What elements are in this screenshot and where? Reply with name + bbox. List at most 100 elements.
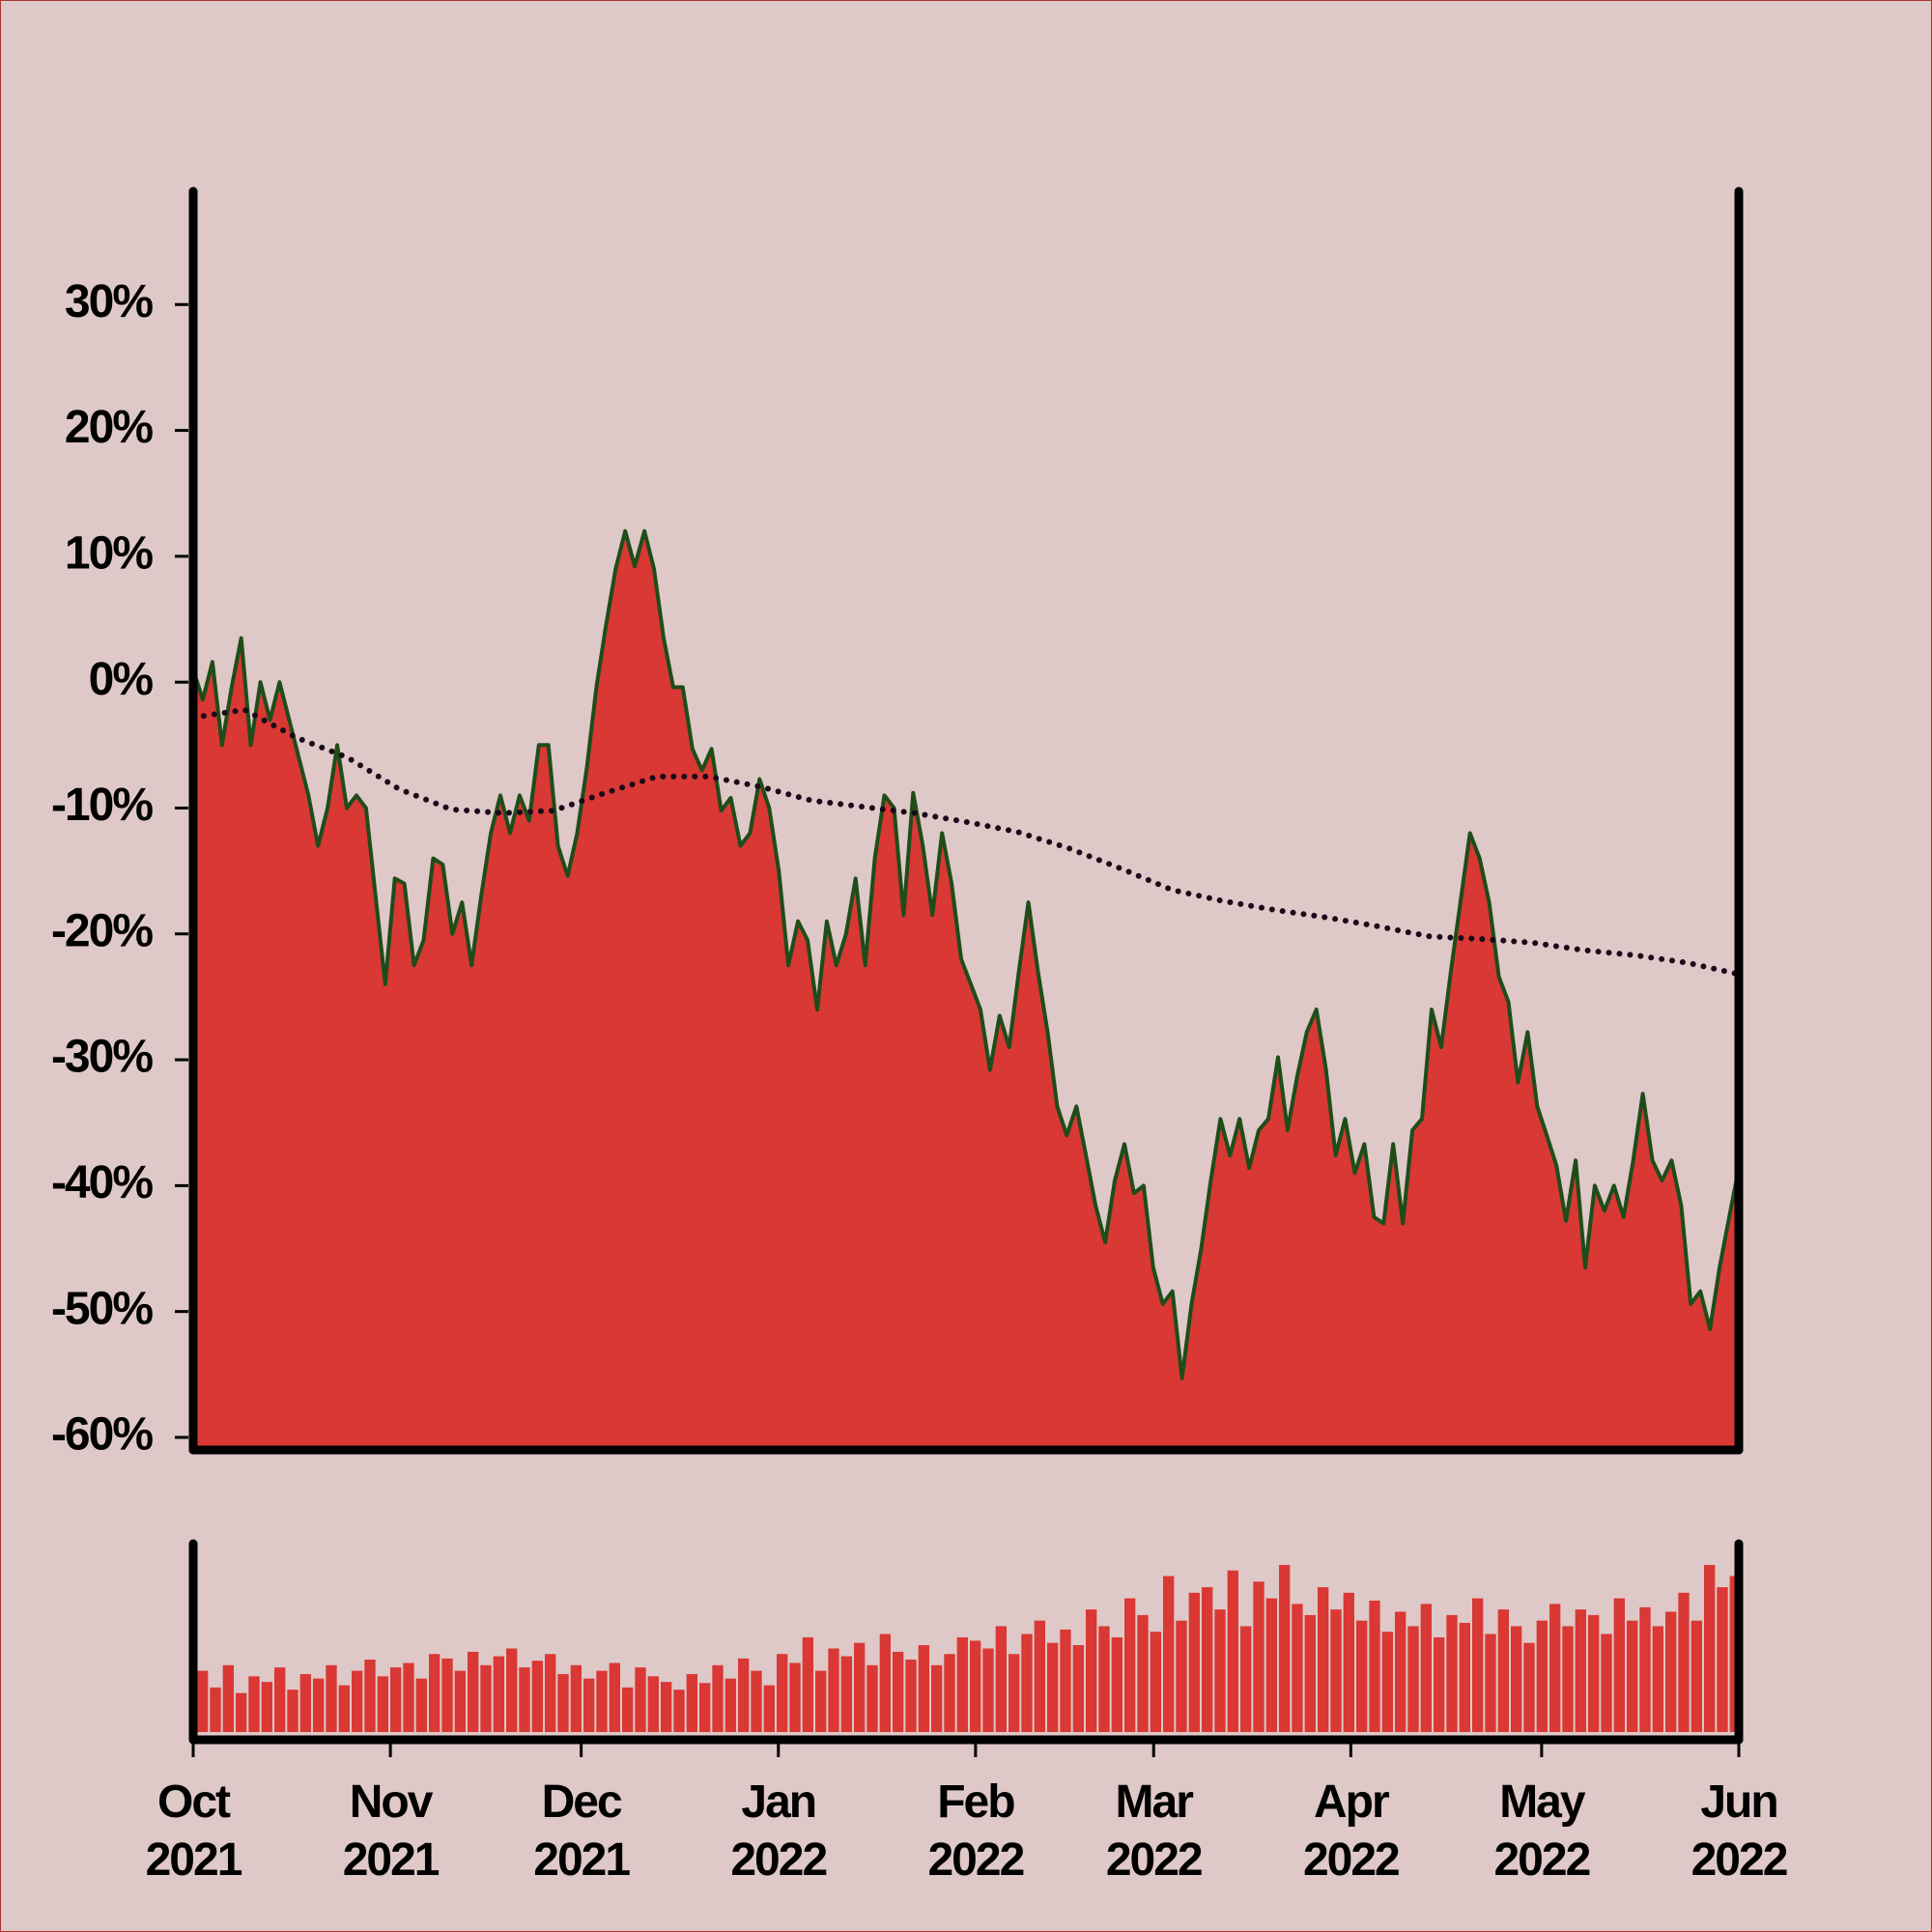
volume-bar: [1562, 1626, 1574, 1732]
volume-bar: [493, 1656, 504, 1732]
volume-bar: [712, 1664, 724, 1732]
y-tick-label: -50%: [51, 1283, 153, 1334]
volume-bar: [1523, 1642, 1535, 1732]
volume-bar: [352, 1670, 363, 1732]
volume-bar: [751, 1670, 762, 1732]
volume-bar: [1536, 1620, 1548, 1732]
volume-bar: [1034, 1620, 1045, 1732]
volume-bar: [1072, 1645, 1084, 1732]
volume-bar: [1240, 1626, 1252, 1732]
y-tick-label: 10%: [65, 528, 153, 580]
volume-bar: [274, 1667, 286, 1732]
volume-bar: [299, 1674, 311, 1732]
area: [193, 530, 1739, 1450]
volume-bar: [1188, 1592, 1200, 1732]
volume-bar: [1395, 1611, 1406, 1732]
volume-bar: [506, 1648, 518, 1732]
volume-bar: [454, 1670, 466, 1732]
x-tick-label: May 2022: [1493, 1776, 1591, 1886]
volume-bar: [686, 1674, 697, 1732]
volume-bar: [1009, 1654, 1020, 1732]
volume-bar: [596, 1670, 608, 1732]
volume-bar: [1150, 1632, 1161, 1732]
volume-bar: [1511, 1626, 1522, 1732]
volume-bar: [1356, 1620, 1368, 1732]
x-tick-label: Feb 2022: [927, 1776, 1025, 1886]
volume-bar: [1047, 1642, 1059, 1732]
volume-bar: [1086, 1609, 1097, 1732]
volume-bar: [738, 1658, 750, 1732]
volume-bar: [1690, 1620, 1702, 1732]
volume-bar: [828, 1648, 839, 1732]
volume-bar: [777, 1654, 788, 1732]
volume-bar: [1202, 1587, 1213, 1732]
volume-bar: [1381, 1632, 1393, 1732]
volume-bar: [415, 1678, 427, 1732]
volume-bar: [583, 1678, 595, 1732]
volume-bar: [441, 1658, 453, 1732]
volume-bar: [647, 1676, 659, 1732]
volume-bar: [661, 1682, 672, 1732]
volume-bar: [1330, 1609, 1342, 1732]
volume-bar: [1459, 1622, 1470, 1732]
volume-bar: [931, 1664, 943, 1732]
volume-bar: [1098, 1626, 1110, 1732]
volume-bar: [1652, 1626, 1663, 1732]
volume-bar: [545, 1654, 556, 1732]
y-tick-label: 0%: [89, 654, 154, 705]
x-tick-label: Nov 2021: [342, 1776, 440, 1886]
volume-bar: [1601, 1634, 1612, 1732]
volume-bar: [1407, 1626, 1419, 1732]
volume-bar: [557, 1674, 569, 1732]
volume-bar: [1704, 1565, 1716, 1732]
volume-bar: [622, 1687, 634, 1732]
volume-bar: [236, 1692, 247, 1732]
volume-bar: [287, 1690, 298, 1732]
volume-bar: [248, 1676, 260, 1732]
volume-bar: [673, 1690, 685, 1732]
y-tick-label: 20%: [65, 402, 153, 453]
volume-bar: [893, 1651, 904, 1732]
volume-bar: [1369, 1600, 1380, 1732]
volume-bar: [1485, 1634, 1496, 1732]
volume-bar: [1588, 1614, 1600, 1732]
volume-bar: [982, 1648, 994, 1732]
y-tick-label: -20%: [51, 905, 153, 956]
volume-bar: [918, 1645, 929, 1732]
volume-bar: [377, 1676, 388, 1732]
volume-bar: [1176, 1620, 1187, 1732]
y-tick-label: -10%: [51, 780, 153, 831]
volume-bar: [815, 1670, 827, 1732]
y-tick-label: -40%: [51, 1157, 153, 1208]
x-tick-label: Jun 2022: [1690, 1776, 1789, 1886]
volume-bar: [724, 1678, 736, 1732]
volume-bar: [789, 1662, 801, 1732]
moving-average: [190, 706, 1742, 978]
volume-bar: [1575, 1609, 1586, 1732]
area-line: [191, 528, 1741, 1380]
y-tick-label: -60%: [51, 1409, 153, 1461]
y-tick-label: -30%: [51, 1032, 153, 1083]
volume-bar: [197, 1670, 209, 1732]
volume-bar: [1627, 1620, 1638, 1732]
volume-bar: [1021, 1634, 1033, 1732]
y-tick-label: 30%: [65, 276, 153, 327]
volume-bar: [1163, 1576, 1175, 1732]
volume-bar: [1639, 1606, 1651, 1732]
volume-bar: [956, 1636, 968, 1732]
volume-bar: [338, 1685, 350, 1732]
volume-bar: [1665, 1611, 1677, 1732]
x-tick-label: Mar 2022: [1105, 1776, 1204, 1886]
volume-bar: [210, 1687, 221, 1732]
x-tick-label: Jan 2022: [730, 1776, 828, 1886]
volume-bar: [944, 1654, 955, 1732]
volume-bar: [222, 1664, 234, 1732]
volume-bar: [1678, 1592, 1690, 1732]
volume-bar: [609, 1662, 620, 1732]
volume-bar: [1111, 1636, 1122, 1732]
volume-bar: [1214, 1609, 1226, 1732]
volume-bar: [635, 1667, 646, 1732]
volume-bar: [570, 1664, 582, 1732]
